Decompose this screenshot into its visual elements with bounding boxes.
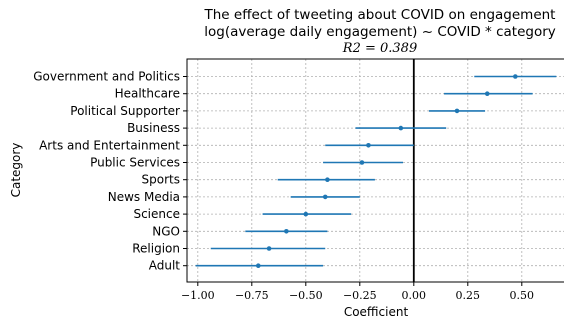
x-tick-label: −0.25	[343, 289, 377, 302]
x-tick-label: 0.25	[456, 289, 481, 302]
point-estimate	[454, 108, 460, 114]
point-estimate	[266, 246, 272, 251]
error-bars	[195, 59, 557, 282]
category-label: Religion	[132, 242, 180, 256]
category-label: News Media	[108, 190, 180, 204]
category-label: Science	[133, 207, 180, 221]
category-label: Business	[127, 121, 180, 135]
x-axis-label: Coefficient	[344, 305, 409, 319]
point-estimate	[303, 211, 309, 217]
category-label: Government and Politics	[33, 70, 180, 84]
chart-r2-label: R2 = 0.389	[342, 41, 417, 56]
y-axis-label: Category	[9, 143, 23, 198]
point-estimate	[359, 160, 365, 165]
point-estimate	[255, 263, 261, 269]
category-label: Arts and Entertainment	[39, 138, 180, 152]
chart-title-line-2: log(average daily engagement) ~ COVID * …	[204, 24, 556, 40]
x-tick-label: 0.00	[402, 289, 427, 302]
category-label: Public Services	[90, 156, 180, 170]
point-estimate	[398, 125, 404, 131]
plot-frame	[186, 58, 564, 283]
point-estimate	[484, 91, 490, 96]
point-estimate	[325, 177, 330, 182]
category-label: Healthcare	[115, 87, 180, 101]
x-tick-label: −1.00	[181, 289, 215, 302]
point-estimate	[366, 143, 371, 148]
x-axis: −1.00 −0.75 −0.50 −0.25 0.00 0.25 0.50	[181, 282, 534, 302]
x-tick-label: 0.50	[510, 289, 535, 302]
point-estimate	[284, 229, 289, 234]
chart-title-line-1: The effect of tweeting about COVID on en…	[204, 7, 556, 23]
category-label: Political Supporter	[70, 104, 180, 118]
category-label: Sports	[142, 173, 180, 187]
x-tick-label: −0.75	[235, 289, 269, 302]
point-estimate	[513, 74, 518, 79]
category-label: NGO	[152, 224, 180, 238]
x-tick-label: −0.50	[289, 289, 323, 302]
category-label: Adult	[149, 259, 181, 273]
point-estimate	[322, 194, 328, 200]
y-axis: Government and Politics Healthcare Politic…	[33, 70, 187, 273]
